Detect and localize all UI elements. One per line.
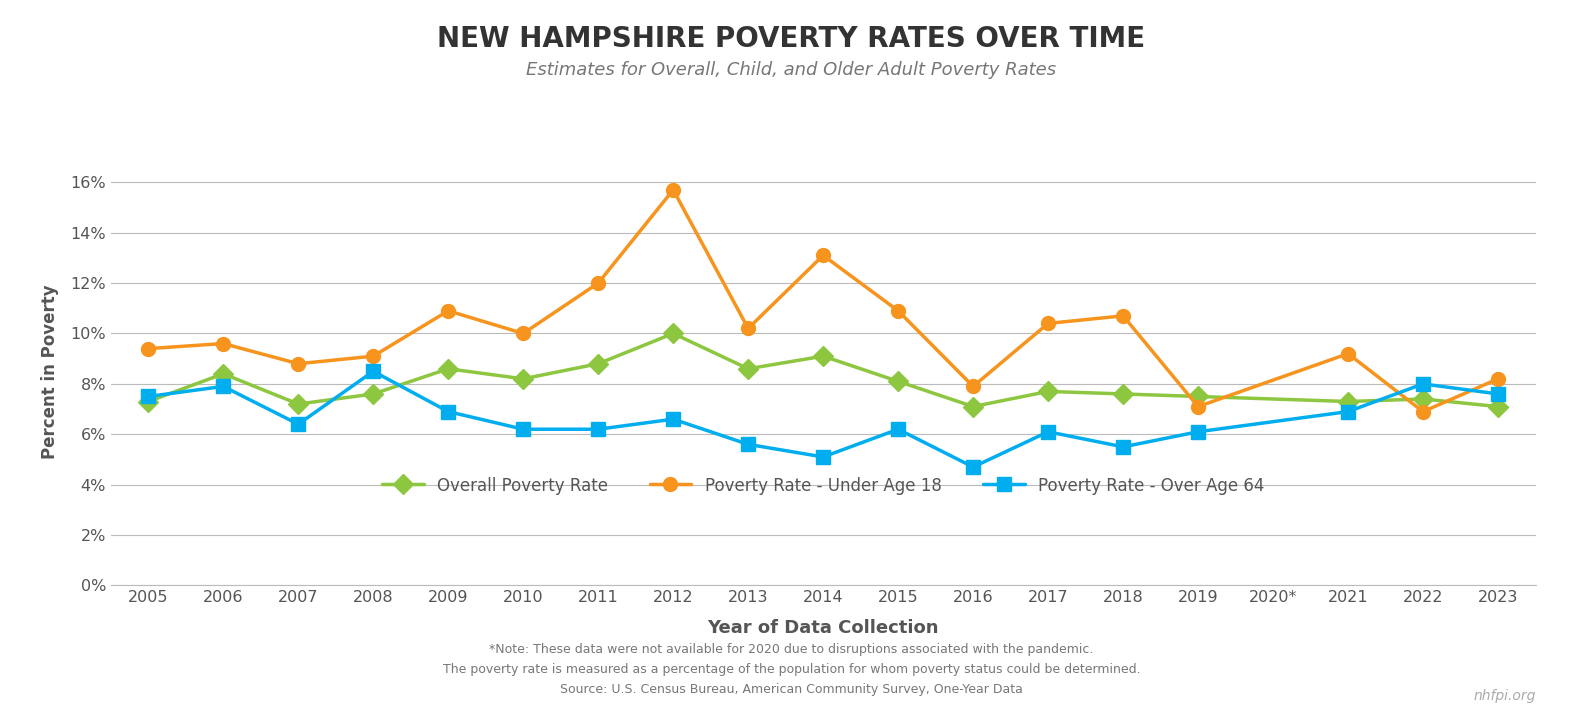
Y-axis label: Percent in Poverty: Percent in Poverty bbox=[41, 284, 59, 458]
X-axis label: Year of Data Collection: Year of Data Collection bbox=[708, 619, 939, 637]
Poverty Rate - Under Age 18 bbox=[288, 359, 307, 368]
Poverty Rate - Under Age 18 bbox=[663, 186, 682, 194]
Text: nhfpi.org: nhfpi.org bbox=[1474, 689, 1536, 703]
Poverty Rate - Under Age 18 bbox=[1189, 402, 1208, 411]
Overall Poverty Rate bbox=[964, 402, 983, 411]
Poverty Rate - Over Age 64 bbox=[288, 420, 307, 428]
Overall Poverty Rate bbox=[514, 375, 533, 383]
Overall Poverty Rate bbox=[1113, 390, 1132, 398]
Overall Poverty Rate bbox=[364, 390, 383, 398]
Poverty Rate - Over Age 64 bbox=[139, 392, 158, 401]
Poverty Rate - Over Age 64 bbox=[514, 425, 533, 433]
Poverty Rate - Under Age 18 bbox=[1488, 375, 1507, 383]
Poverty Rate - Under Age 18 bbox=[964, 382, 983, 391]
Poverty Rate - Over Age 64 bbox=[1038, 428, 1057, 436]
Poverty Rate - Over Age 64 bbox=[589, 425, 608, 433]
Overall Poverty Rate bbox=[1189, 392, 1208, 401]
Overall Poverty Rate bbox=[1414, 395, 1433, 403]
Overall Poverty Rate bbox=[814, 352, 833, 361]
Poverty Rate - Under Age 18 bbox=[1339, 349, 1358, 358]
Poverty Rate - Over Age 64 bbox=[814, 453, 833, 461]
Line: Overall Poverty Rate: Overall Poverty Rate bbox=[141, 326, 1505, 413]
Overall Poverty Rate bbox=[214, 370, 233, 378]
Poverty Rate - Over Age 64 bbox=[1113, 443, 1132, 451]
Poverty Rate - Over Age 64 bbox=[1414, 380, 1433, 388]
Overall Poverty Rate bbox=[1038, 387, 1057, 396]
Poverty Rate - Under Age 18 bbox=[214, 339, 233, 348]
Poverty Rate - Under Age 18 bbox=[364, 352, 383, 361]
Poverty Rate - Under Age 18 bbox=[589, 278, 608, 287]
Poverty Rate - Under Age 18 bbox=[1113, 311, 1132, 320]
Poverty Rate - Under Age 18 bbox=[739, 324, 758, 333]
Overall Poverty Rate bbox=[438, 364, 457, 373]
Poverty Rate - Under Age 18 bbox=[1038, 319, 1057, 328]
Legend: Overall Poverty Rate, Poverty Rate - Under Age 18, Poverty Rate - Over Age 64: Overall Poverty Rate, Poverty Rate - Und… bbox=[375, 470, 1271, 501]
Overall Poverty Rate bbox=[739, 364, 758, 373]
Poverty Rate - Under Age 18 bbox=[888, 306, 907, 315]
Overall Poverty Rate bbox=[589, 359, 608, 368]
Text: Estimates for Overall, Child, and Older Adult Poverty Rates: Estimates for Overall, Child, and Older … bbox=[527, 61, 1056, 79]
Poverty Rate - Over Age 64 bbox=[1189, 428, 1208, 436]
Poverty Rate - Over Age 64 bbox=[739, 440, 758, 448]
Poverty Rate - Over Age 64 bbox=[663, 415, 682, 423]
Poverty Rate - Under Age 18 bbox=[814, 251, 833, 260]
Poverty Rate - Over Age 64 bbox=[364, 367, 383, 376]
Overall Poverty Rate bbox=[663, 329, 682, 338]
Overall Poverty Rate bbox=[139, 397, 158, 406]
Poverty Rate - Over Age 64 bbox=[1339, 407, 1358, 416]
Poverty Rate - Over Age 64 bbox=[1488, 390, 1507, 398]
Poverty Rate - Under Age 18 bbox=[1414, 407, 1433, 416]
Line: Poverty Rate - Over Age 64: Poverty Rate - Over Age 64 bbox=[141, 364, 1505, 474]
Text: NEW HAMPSHIRE POVERTY RATES OVER TIME: NEW HAMPSHIRE POVERTY RATES OVER TIME bbox=[437, 25, 1146, 53]
Poverty Rate - Over Age 64 bbox=[888, 425, 907, 433]
Text: *Note: These data were not available for 2020 due to disruptions associated with: *Note: These data were not available for… bbox=[443, 643, 1140, 696]
Poverty Rate - Under Age 18 bbox=[438, 306, 457, 315]
Overall Poverty Rate bbox=[888, 377, 907, 386]
Poverty Rate - Under Age 18 bbox=[514, 329, 533, 338]
Poverty Rate - Over Age 64 bbox=[964, 463, 983, 471]
Poverty Rate - Under Age 18 bbox=[139, 344, 158, 353]
Line: Poverty Rate - Under Age 18: Poverty Rate - Under Age 18 bbox=[141, 183, 1505, 418]
Poverty Rate - Over Age 64 bbox=[214, 382, 233, 391]
Poverty Rate - Over Age 64 bbox=[438, 407, 457, 416]
Overall Poverty Rate bbox=[1339, 397, 1358, 406]
Overall Poverty Rate bbox=[1488, 402, 1507, 411]
Overall Poverty Rate bbox=[288, 400, 307, 408]
